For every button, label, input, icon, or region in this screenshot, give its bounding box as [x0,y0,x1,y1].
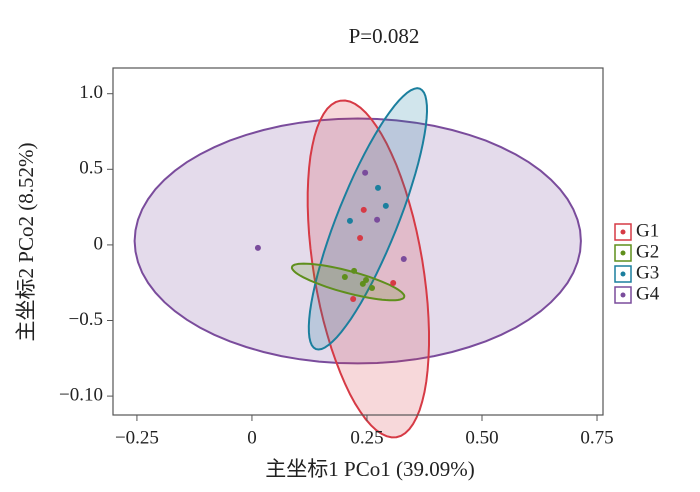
confidence-ellipse [133,117,582,365]
point [369,284,376,291]
point [341,273,348,280]
x-tick-label: 0.25 [350,427,383,448]
legend-dot [620,271,626,277]
point [400,255,407,262]
ellipses [133,87,582,439]
y-tick-label: −0.5 [69,309,103,330]
legend-dot [620,250,626,256]
point [350,296,357,303]
point [390,280,397,287]
legend-dot [620,292,626,298]
x-tick-label: 0 [247,427,257,448]
y-axis-title: 主坐标2 PCo2 (8.52%) [14,143,38,342]
confidence-ellipse [306,99,430,439]
legend-label: G2 [636,241,659,262]
legend-label: G3 [636,262,659,283]
point [346,217,353,224]
points [254,169,407,303]
point [362,169,369,176]
point [360,206,367,213]
x-axis-title: 主坐标1 PCo1 (39.09%) [265,457,474,481]
point [359,280,366,287]
x-tick-label: 0.75 [580,427,613,448]
chart-title: P=0.082 [349,24,420,48]
y-tick-label: 0.5 [79,158,103,179]
legend-label: G1 [636,220,659,241]
x-tick-label: −0.25 [115,427,159,448]
point [254,244,261,251]
point [351,267,358,274]
plot-frame [112,67,604,416]
point [374,216,381,223]
y-tick-label: 1.0 [79,82,103,103]
y-tick-label: −0.10 [59,384,103,405]
confidence-ellipse [307,87,429,351]
x-tick-label: 0.50 [465,427,498,448]
point [375,184,382,191]
point [382,202,389,209]
confidence-ellipse [290,262,406,302]
legend-dot [620,229,626,235]
point [357,234,364,241]
y-tick-label: 0 [94,233,104,254]
legend-label: G4 [636,283,660,304]
